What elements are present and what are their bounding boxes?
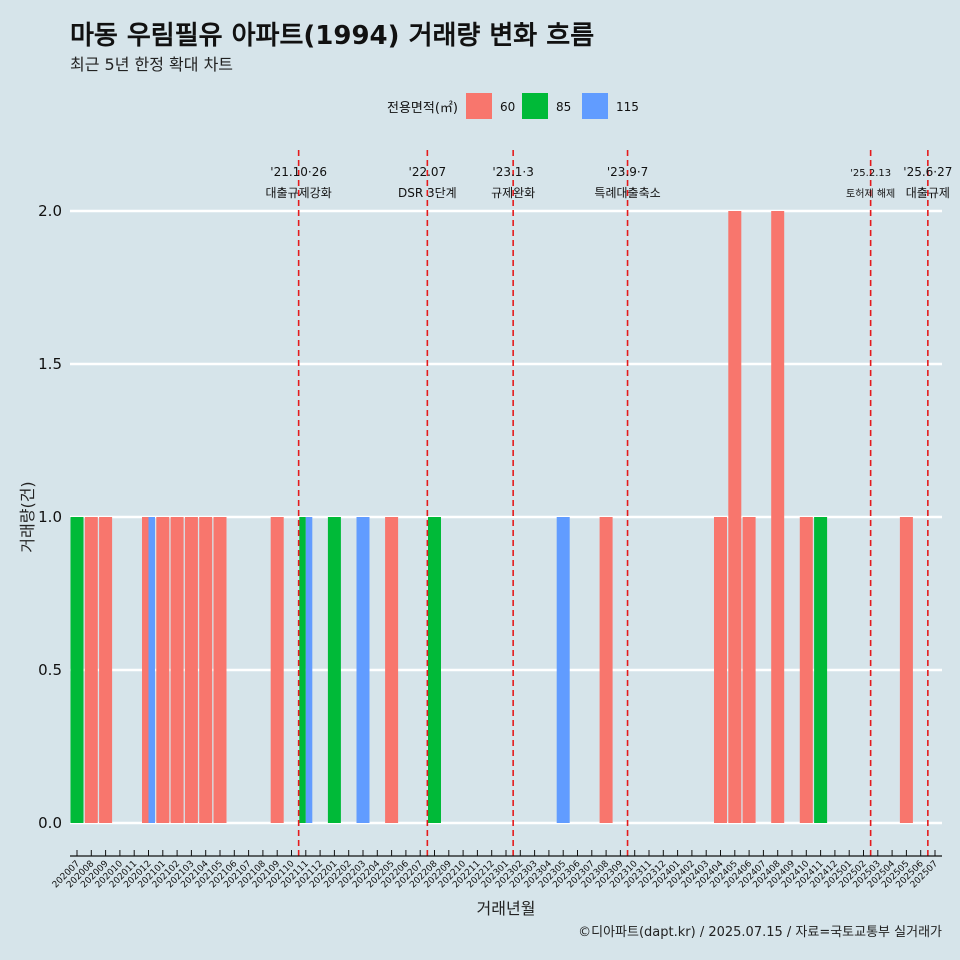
bar-202009-60 xyxy=(99,517,113,823)
bar-202410-60 xyxy=(799,517,813,823)
legend-label-115: 115 xyxy=(616,100,639,114)
bar-202111-115 xyxy=(305,517,313,823)
bar-202111-85 xyxy=(299,517,306,823)
bar-202101-60 xyxy=(156,517,170,823)
bar-202008-60 xyxy=(84,517,98,823)
bar-202012-60 xyxy=(142,517,149,823)
bar-202012-115 xyxy=(148,517,155,823)
legend-label-60: 60 xyxy=(500,100,515,114)
legend-swatch-85 xyxy=(522,93,548,119)
event-label: DSR 3단계 xyxy=(398,186,457,200)
bar-202405-60 xyxy=(728,211,742,823)
event-date: '22.07 xyxy=(409,165,447,179)
x-axis-title: 거래년월 xyxy=(477,899,536,918)
bar-202103-60 xyxy=(184,517,198,823)
caption: ©디아파트(dapt.kr) / 2025.07.15 / 자료=국토교통부 실… xyxy=(578,925,942,940)
event-date: '23.9·7 xyxy=(607,165,648,179)
bar-202505-60 xyxy=(899,517,913,823)
event-label: 대출규제 xyxy=(906,186,950,200)
bar-202007-85 xyxy=(70,517,84,823)
legend-swatch-60 xyxy=(466,93,492,119)
bar-202109-60 xyxy=(270,517,284,823)
event-label: 토허제 해제 xyxy=(846,187,895,200)
legend-swatch-115 xyxy=(582,93,608,119)
legend-title: 전용면적(㎡) xyxy=(387,101,458,116)
bar-202305-115 xyxy=(556,517,570,823)
event-label: 대출규제강화 xyxy=(266,186,332,200)
y-tick-label: 0.5 xyxy=(38,661,62,679)
event-date: '23.1·3 xyxy=(492,165,533,179)
chart-subtitle: 최근 5년 한정 확대 차트 xyxy=(70,55,233,74)
y-axis-title: 거래량(건) xyxy=(18,481,37,552)
bar-202205-60 xyxy=(385,517,399,823)
event-date: '21.10·26 xyxy=(270,165,327,179)
y-tick-label: 1.5 xyxy=(38,355,62,373)
bar-202102-60 xyxy=(170,517,184,823)
bar-202104-60 xyxy=(199,517,213,823)
bar-202404-60 xyxy=(714,517,727,823)
y-tick-label: 1.0 xyxy=(38,508,62,526)
chart-title: 마동 우림필유 아파트(1994) 거래량 변화 흐름 xyxy=(70,21,594,51)
bar-202408-60 xyxy=(771,211,785,823)
x-axis: 2020072020082020092020102020112020122021… xyxy=(51,850,942,890)
bars xyxy=(70,211,913,823)
bar-202105-60 xyxy=(213,517,227,823)
event-label: 특례대출축소 xyxy=(594,186,660,200)
legend-label-85: 85 xyxy=(556,100,571,114)
event-lines: '21.10·26 대출규제강화 '22.07 DSR 3단계 '23.1·3 규제완화 '… xyxy=(266,150,952,856)
legend: 전용면적(㎡) 60 85 115 xyxy=(387,93,639,119)
bar-202308-60 xyxy=(599,517,613,823)
event-label: 규제완화 xyxy=(491,186,535,200)
y-tick-label: 0.0 xyxy=(38,814,62,832)
bar-202411-85 xyxy=(814,517,828,823)
bar-202406-60 xyxy=(742,517,756,823)
event-date: '25.2.13 xyxy=(850,168,891,179)
bar-202203-115 xyxy=(356,517,370,823)
y-axis: 0.0 0.5 1.0 1.5 2.0 xyxy=(38,202,62,832)
bar-202201-85 xyxy=(327,517,341,823)
event-date: '25.6·27 xyxy=(903,165,952,179)
y-tick-label: 2.0 xyxy=(38,202,62,220)
bar-202208-85 xyxy=(428,517,441,823)
